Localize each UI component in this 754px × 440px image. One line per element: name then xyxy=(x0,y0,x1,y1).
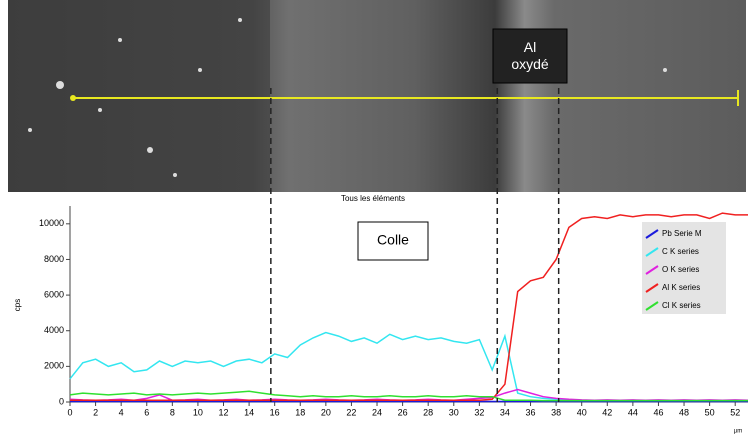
x-tick-label: 36 xyxy=(526,407,536,417)
y-tick-label: 10000 xyxy=(39,218,64,228)
x-tick-label: 34 xyxy=(500,407,510,417)
x-tick-label: 50 xyxy=(705,407,715,417)
figure: Aloxydé Colle Tous les éléments cps µm 0… xyxy=(0,0,754,435)
y-tick-label: 0 xyxy=(59,396,64,406)
x-tick-label: 6 xyxy=(144,407,149,417)
x-tick-label: 2 xyxy=(93,407,98,417)
x-tick-label: 14 xyxy=(244,407,254,417)
x-tick-label: 8 xyxy=(170,407,175,417)
x-tick-label: 20 xyxy=(321,407,331,417)
x-tick-label: 38 xyxy=(551,407,561,417)
x-tick-label: 18 xyxy=(295,407,305,417)
x-tick-label: 26 xyxy=(398,407,408,417)
x-tick-label: 4 xyxy=(119,407,124,417)
sem-region xyxy=(8,0,270,192)
y-tick-label: 4000 xyxy=(44,325,64,335)
x-tick-label: 32 xyxy=(474,407,484,417)
annotation: Colle xyxy=(377,232,409,248)
y-tick-label: 6000 xyxy=(44,289,64,299)
chart-title: Tous les éléments xyxy=(341,194,405,203)
legend-label: C K series xyxy=(662,247,699,256)
x-tick-label: 10 xyxy=(193,407,203,417)
legend-label: O K series xyxy=(662,265,699,274)
series-line xyxy=(70,333,748,401)
x-tick-label: 28 xyxy=(423,407,433,417)
x-tick-label: 44 xyxy=(628,407,638,417)
legend-label: Pb Serie M xyxy=(662,229,702,238)
x-tick-label: 48 xyxy=(679,407,689,417)
x-tick-label: 22 xyxy=(346,407,356,417)
y-axis-label: cps xyxy=(13,299,22,311)
x-tick-label: 30 xyxy=(449,407,459,417)
x-tick-label: 52 xyxy=(730,407,740,417)
legend-label: Al K series xyxy=(662,283,700,292)
y-tick-label: 8000 xyxy=(44,254,64,264)
y-tick-label: 2000 xyxy=(44,361,64,371)
x-tick-label: 16 xyxy=(270,407,280,417)
x-tick-label: 12 xyxy=(219,407,229,417)
x-tick-label: 46 xyxy=(653,407,663,417)
scan-start xyxy=(70,95,76,101)
x-tick-label: 42 xyxy=(602,407,612,417)
x-axis-label: µm xyxy=(734,429,742,435)
x-tick-label: 0 xyxy=(67,407,72,417)
x-tick-label: 40 xyxy=(577,407,587,417)
x-tick-label: 24 xyxy=(372,407,382,417)
legend-label: Cl K series xyxy=(662,301,701,310)
